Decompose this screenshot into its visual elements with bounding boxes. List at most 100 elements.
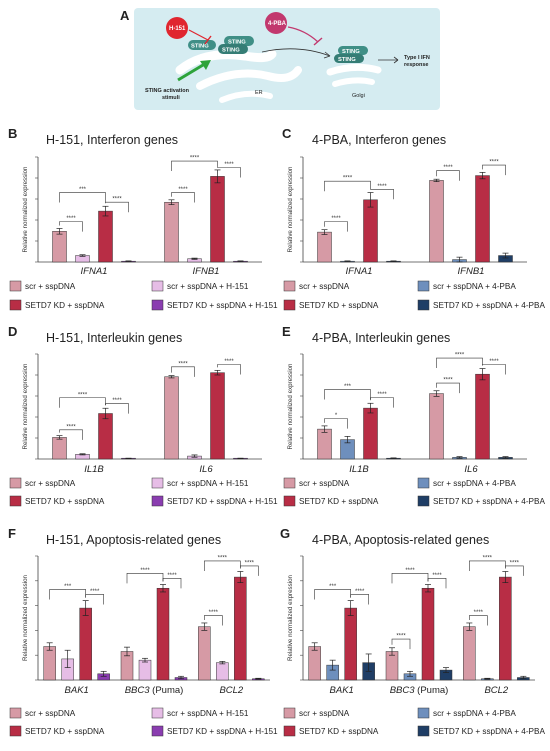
significance-bracket: **** xyxy=(436,353,483,369)
h151-inhibit-line xyxy=(188,29,209,41)
y-axis-label: Relative normalized expression xyxy=(287,363,294,450)
legend-label: SETD7 KD + sspDNA + 4-PBA xyxy=(433,497,545,506)
significance-bracket: **** xyxy=(391,634,411,650)
legend-label: SETD7 KD + sspDNA + H-151 xyxy=(167,301,278,310)
significance-label: **** xyxy=(489,359,499,365)
er-membrane-2 xyxy=(196,66,302,90)
legend-label: scr + sspDNA xyxy=(299,479,350,488)
significance-bracket: **** xyxy=(324,216,348,232)
significance-label: **** xyxy=(140,568,150,574)
significance-bracket: **** xyxy=(370,392,394,408)
chart-g: G 4-PBA, Apoptosis-related genes Relative … xyxy=(280,526,535,696)
bar xyxy=(475,175,490,263)
significance-label: **** xyxy=(90,589,100,595)
legend-item: scr + sspDNA + H-151 xyxy=(151,707,249,719)
panel-letter-g: G xyxy=(280,526,290,541)
pba-inhibit-bar xyxy=(313,37,323,46)
legend-item: SETD7 KD + sspDNA + H-151 xyxy=(151,725,278,737)
bar xyxy=(363,199,378,263)
legend-swatch xyxy=(417,280,430,292)
chart-title: 4-PBA, Apoptosis-related genes xyxy=(312,533,489,547)
legend-label: SETD7 KD + sspDNA xyxy=(299,301,379,310)
chart-b: B H-151, Interferon genes Relative normali… xyxy=(8,126,262,277)
panel-letter-b: B xyxy=(8,126,17,141)
bar xyxy=(234,576,247,681)
trafficking-arrowhead xyxy=(323,51,331,59)
legend-swatch xyxy=(283,725,296,737)
legend-label: SETD7 KD + sspDNA xyxy=(299,727,379,736)
pba-inhibit-line xyxy=(287,26,319,43)
significance-label: **** xyxy=(331,216,341,222)
bar xyxy=(52,437,67,460)
sting-label-4: STING xyxy=(342,49,360,55)
legend-label: scr + sspDNA + H-151 xyxy=(167,282,249,291)
panel-letter-d: D xyxy=(8,324,17,339)
legend-label: scr + sspDNA + H-151 xyxy=(167,479,249,488)
sting-dimer-top xyxy=(224,36,254,46)
charts: B H-151, Interferon genes Relative normali… xyxy=(8,126,535,696)
legend-swatch xyxy=(283,707,296,719)
significance-bracket: **** xyxy=(59,216,83,232)
legend-label: SETD7 KD + sspDNA + H-151 xyxy=(167,497,278,506)
trafficking-arrow xyxy=(261,48,331,57)
significance-bracket: * xyxy=(324,413,348,429)
significance-bracket: **** xyxy=(482,359,506,375)
significance-bracket: **** xyxy=(171,187,195,203)
legend-item: scr + sspDNA xyxy=(283,477,350,489)
golgi-label: Golgi xyxy=(352,93,365,99)
category-label: BAK1 xyxy=(330,685,354,696)
category-label: IL1B xyxy=(349,464,369,475)
legend: scr + sspDNA scr + sspDNA + 4-PBA SETD7 KD… xyxy=(283,707,545,737)
sting-golgi-top xyxy=(338,46,368,55)
legend-item: scr + sspDNA xyxy=(283,707,350,719)
legend-swatch xyxy=(283,495,296,507)
golgi-membrane xyxy=(326,63,382,76)
legend: scr + sspDNA scr + sspDNA + H-151 SETD7 KD… xyxy=(9,280,278,311)
stimuli-arrowhead xyxy=(200,60,211,70)
significance-label: **** xyxy=(66,216,76,222)
legend-swatch xyxy=(417,299,430,311)
er-membrane-3 xyxy=(219,90,273,103)
chart-f: F H-151, Apoptosis-related genes Relative … xyxy=(8,526,270,696)
significance-label: **** xyxy=(396,634,406,640)
significance-bracket: **** xyxy=(436,378,460,394)
legend-swatch xyxy=(9,477,22,489)
significance-label: **** xyxy=(224,162,234,168)
significance-label: **** xyxy=(224,359,234,365)
legend: scr + sspDNA scr + sspDNA + 4-PBA SETD7 KD… xyxy=(283,477,545,507)
bar xyxy=(210,372,225,460)
significance-bracket: **** xyxy=(105,197,129,213)
chart-title: 4-PBA, Interleukin genes xyxy=(312,331,450,345)
significance-bracket: **** xyxy=(204,555,241,571)
significance-label: **** xyxy=(112,197,122,203)
legend-swatch xyxy=(151,280,164,292)
significance-label: **** xyxy=(455,353,465,359)
significance-label: **** xyxy=(190,156,200,162)
legend-item: SETD7 KD + sspDNA xyxy=(9,299,105,311)
bar xyxy=(385,651,399,681)
legend-swatch xyxy=(9,280,22,292)
significance-bracket: *** xyxy=(59,187,106,203)
legend-swatch xyxy=(417,477,430,489)
bar xyxy=(210,176,225,263)
legend-item: scr + sspDNA + H-151 xyxy=(151,477,249,489)
significance-label: **** xyxy=(343,176,353,182)
chart-title: H-151, Interleukin genes xyxy=(46,331,182,345)
pba-inhibitor-label: 4-PBA xyxy=(268,21,287,27)
er-label: ER xyxy=(255,90,263,96)
legend-label: SETD7 KD + sspDNA + H-151 xyxy=(167,727,278,736)
legend-label: scr + sspDNA xyxy=(25,282,76,291)
legend-item: scr + sspDNA + 4-PBA xyxy=(417,477,516,489)
significance-label: **** xyxy=(377,184,387,190)
chart-d: D H-151, Interleukin genes Relative normal… xyxy=(8,324,262,475)
bar xyxy=(216,662,229,681)
legend-item: SETD7 KD + sspDNA + 4-PBA xyxy=(417,725,545,737)
category-label: IFNA1 xyxy=(81,266,108,277)
schematic-panel: A ER Golgi STING STING STING STING STING… xyxy=(120,8,440,110)
significance-label: **** xyxy=(78,392,88,398)
category-label: BBC3 (Puma) xyxy=(390,685,449,696)
legend-item: scr + sspDNA + 4-PBA xyxy=(417,280,516,292)
legend-item: SETD7 KD + sspDNA xyxy=(283,495,379,507)
sting-label-2: STING xyxy=(228,40,246,46)
legend: scr + sspDNA scr + sspDNA + H-151 SETD7 KD… xyxy=(9,477,278,507)
